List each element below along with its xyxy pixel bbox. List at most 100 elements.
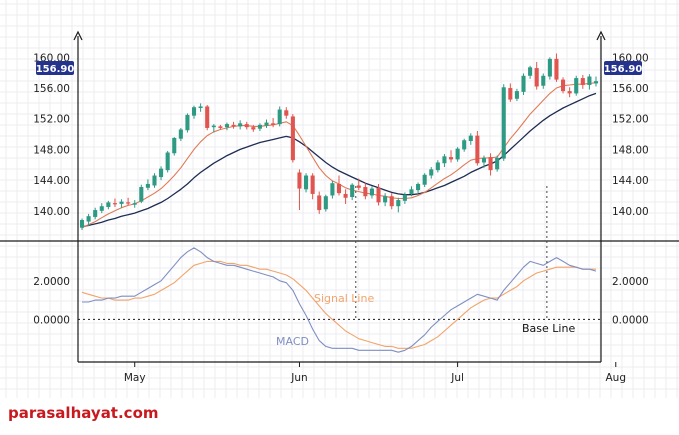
slow-moving-average xyxy=(81,92,597,228)
candle-body xyxy=(416,183,421,191)
crossover-guides xyxy=(355,186,548,318)
candle-body xyxy=(211,125,216,128)
candle-body xyxy=(350,184,355,198)
candle-body xyxy=(119,201,124,204)
price-tick-label-left: 144.00 xyxy=(33,175,70,187)
candle-body xyxy=(231,124,236,127)
candle-body xyxy=(422,174,427,185)
candle-body xyxy=(488,157,493,171)
candle-body xyxy=(541,75,546,86)
macd-tick-label-right: 0.0000 xyxy=(612,314,649,326)
candlesticks xyxy=(79,53,599,230)
candle-body xyxy=(264,122,269,126)
candle-body xyxy=(317,195,322,211)
candle-body xyxy=(435,162,440,171)
candle-body xyxy=(396,200,401,207)
candle-body xyxy=(462,140,467,150)
candle-body xyxy=(152,175,157,186)
candle-body xyxy=(402,194,407,201)
candle-body xyxy=(139,187,144,202)
candle-body xyxy=(79,220,85,228)
candle-body xyxy=(593,81,599,84)
candle-body xyxy=(304,175,309,190)
price-tick-label-left: 140.00 xyxy=(33,206,70,218)
candle-body xyxy=(191,107,197,116)
price-badge-left: 156.90 xyxy=(36,64,75,75)
signal-line-label: Signal Line xyxy=(314,292,374,305)
price-tick-label-left: 148.00 xyxy=(33,144,70,156)
price-tick-label-right: 152.00 xyxy=(612,114,649,126)
candle-body xyxy=(521,75,526,92)
candle-body xyxy=(106,202,111,207)
price-badge-left-bg xyxy=(36,61,74,75)
candle-body xyxy=(514,91,519,99)
candle-body xyxy=(145,183,150,188)
x-tick-label: Jun xyxy=(290,372,307,384)
candle-body xyxy=(271,123,276,125)
candle-body xyxy=(99,206,104,211)
watermark: parasalhayat.com xyxy=(8,404,159,422)
candle-body xyxy=(468,135,473,141)
candle-body xyxy=(343,193,348,198)
candle-body xyxy=(132,203,137,205)
price-badges: 156.90 156.90 xyxy=(36,61,643,75)
candle-body xyxy=(244,124,249,128)
candle-body xyxy=(238,123,243,127)
candle-body xyxy=(178,129,183,139)
price-tick-label-right: 140.00 xyxy=(612,206,649,218)
candle-body xyxy=(93,210,98,217)
candle-body xyxy=(224,124,230,128)
macd-line xyxy=(82,247,597,353)
candle-body xyxy=(198,106,203,108)
candle-body xyxy=(455,148,460,160)
candle-body xyxy=(290,116,295,161)
candle-body xyxy=(574,78,579,94)
grid xyxy=(0,0,679,398)
candle-body xyxy=(336,183,342,194)
candle-body xyxy=(442,156,447,164)
candle-body xyxy=(383,196,388,203)
candle-body xyxy=(185,114,190,131)
base-line-label: Base Line xyxy=(522,322,575,335)
candle-body xyxy=(528,67,533,76)
x-tick-label: Jul xyxy=(450,372,464,384)
candle-body xyxy=(481,157,487,163)
macd-tick-label-left: 0.0000 xyxy=(33,314,70,326)
candle-body xyxy=(587,76,592,85)
candle-body xyxy=(330,183,335,196)
annotations: Signal Line MACD Base Line xyxy=(276,292,575,348)
candle-body xyxy=(389,196,394,207)
candle-body xyxy=(172,137,177,154)
candle-body xyxy=(567,91,572,94)
candle-body xyxy=(409,189,414,194)
candle-body xyxy=(429,169,434,176)
candle-body xyxy=(251,127,256,130)
candle-body xyxy=(159,168,164,178)
price-tick-label-left: 156.00 xyxy=(33,83,70,95)
price-tick-label-right: 144.00 xyxy=(612,175,649,187)
price-badge-right-bg xyxy=(604,61,642,75)
price-badge-right: 156.90 xyxy=(604,64,643,75)
candle-body xyxy=(297,172,302,189)
candle-body xyxy=(501,87,506,159)
candle-body xyxy=(112,203,117,205)
candle-body xyxy=(554,58,559,80)
candle-body xyxy=(475,135,480,164)
x-tick-label: May xyxy=(124,372,146,384)
candle-body xyxy=(310,175,315,194)
candle-body xyxy=(561,79,566,92)
fast-ma-line xyxy=(81,82,597,229)
axes xyxy=(0,30,679,363)
candle-body xyxy=(363,187,368,197)
candle-body xyxy=(218,126,223,128)
macd-label: MACD xyxy=(276,335,309,348)
signal-line xyxy=(81,260,596,349)
fast-moving-average xyxy=(81,82,597,229)
candle-body xyxy=(580,78,585,85)
macd-tick-label-right: 2.0000 xyxy=(612,276,649,288)
right-axis-arrow xyxy=(596,30,606,41)
price-tick-label-left: 152.00 xyxy=(33,114,70,126)
slow-ma-line xyxy=(81,92,597,228)
